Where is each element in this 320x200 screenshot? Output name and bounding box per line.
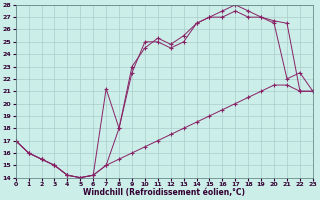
X-axis label: Windchill (Refroidissement éolien,°C): Windchill (Refroidissement éolien,°C)	[83, 188, 245, 197]
